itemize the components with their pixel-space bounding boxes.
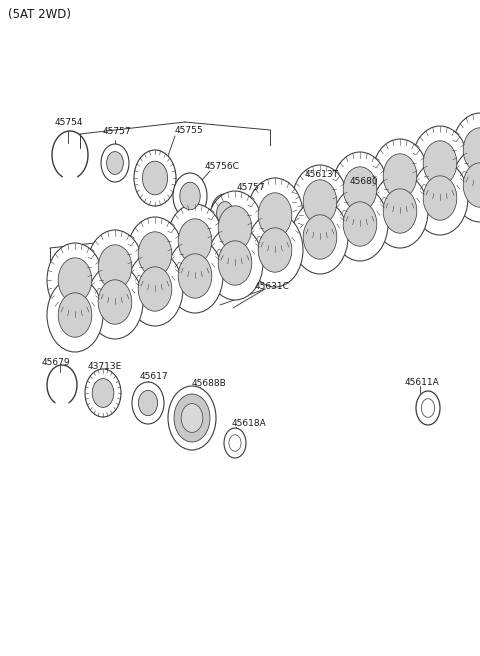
Ellipse shape <box>178 254 212 298</box>
Ellipse shape <box>452 148 480 222</box>
Ellipse shape <box>167 204 223 278</box>
Ellipse shape <box>412 126 468 200</box>
Ellipse shape <box>138 232 172 276</box>
Ellipse shape <box>332 152 388 226</box>
Ellipse shape <box>180 182 200 210</box>
Ellipse shape <box>416 391 440 425</box>
Text: (5AT 2WD): (5AT 2WD) <box>8 8 71 21</box>
Ellipse shape <box>383 189 417 233</box>
Ellipse shape <box>47 243 103 317</box>
Ellipse shape <box>92 379 114 407</box>
Text: 45757: 45757 <box>237 183 265 192</box>
Ellipse shape <box>292 200 348 274</box>
Ellipse shape <box>85 369 121 417</box>
Ellipse shape <box>207 191 263 265</box>
Ellipse shape <box>174 394 210 442</box>
Ellipse shape <box>343 167 377 211</box>
Ellipse shape <box>167 239 223 313</box>
Ellipse shape <box>258 228 292 272</box>
Ellipse shape <box>138 390 157 416</box>
Ellipse shape <box>216 201 233 224</box>
Text: 45618A: 45618A <box>232 419 267 428</box>
Ellipse shape <box>173 173 207 219</box>
Text: 45680: 45680 <box>350 177 379 186</box>
Text: 45679: 45679 <box>42 358 71 367</box>
Text: 45631C: 45631C <box>255 282 290 291</box>
Ellipse shape <box>101 144 129 182</box>
Ellipse shape <box>127 252 183 326</box>
Ellipse shape <box>463 128 480 172</box>
Ellipse shape <box>423 176 457 220</box>
Ellipse shape <box>47 278 103 352</box>
Ellipse shape <box>211 194 239 232</box>
Ellipse shape <box>303 215 337 259</box>
Ellipse shape <box>452 113 480 187</box>
Ellipse shape <box>143 161 168 195</box>
Text: 45756C: 45756C <box>205 162 240 171</box>
Ellipse shape <box>207 226 263 300</box>
Ellipse shape <box>58 293 92 337</box>
Ellipse shape <box>181 403 203 432</box>
Ellipse shape <box>127 217 183 291</box>
Text: 45754: 45754 <box>55 118 84 127</box>
Ellipse shape <box>372 174 428 248</box>
Ellipse shape <box>383 154 417 198</box>
Text: 45755: 45755 <box>175 126 204 135</box>
Ellipse shape <box>412 161 468 235</box>
Text: 43713E: 43713E <box>88 362 122 371</box>
Ellipse shape <box>372 139 428 213</box>
Ellipse shape <box>58 258 92 302</box>
Ellipse shape <box>98 245 132 289</box>
Ellipse shape <box>258 193 292 237</box>
Text: 45757: 45757 <box>103 127 132 136</box>
Ellipse shape <box>332 187 388 261</box>
Text: 45617: 45617 <box>140 372 168 381</box>
Text: 45613T: 45613T <box>305 170 339 179</box>
Ellipse shape <box>218 206 252 250</box>
Ellipse shape <box>218 241 252 285</box>
Ellipse shape <box>138 267 172 311</box>
Ellipse shape <box>343 202 377 246</box>
Ellipse shape <box>292 165 348 239</box>
Ellipse shape <box>134 150 176 206</box>
Ellipse shape <box>132 382 164 424</box>
Ellipse shape <box>303 180 337 224</box>
Ellipse shape <box>98 280 132 324</box>
Ellipse shape <box>107 152 123 174</box>
Ellipse shape <box>247 213 303 287</box>
Ellipse shape <box>247 178 303 252</box>
Ellipse shape <box>224 428 246 458</box>
Ellipse shape <box>87 230 143 304</box>
Ellipse shape <box>168 386 216 450</box>
Ellipse shape <box>423 141 457 185</box>
Ellipse shape <box>463 163 480 207</box>
Text: 45688B: 45688B <box>192 379 227 388</box>
Ellipse shape <box>178 219 212 263</box>
Ellipse shape <box>87 265 143 339</box>
Text: 45611A: 45611A <box>405 378 440 387</box>
